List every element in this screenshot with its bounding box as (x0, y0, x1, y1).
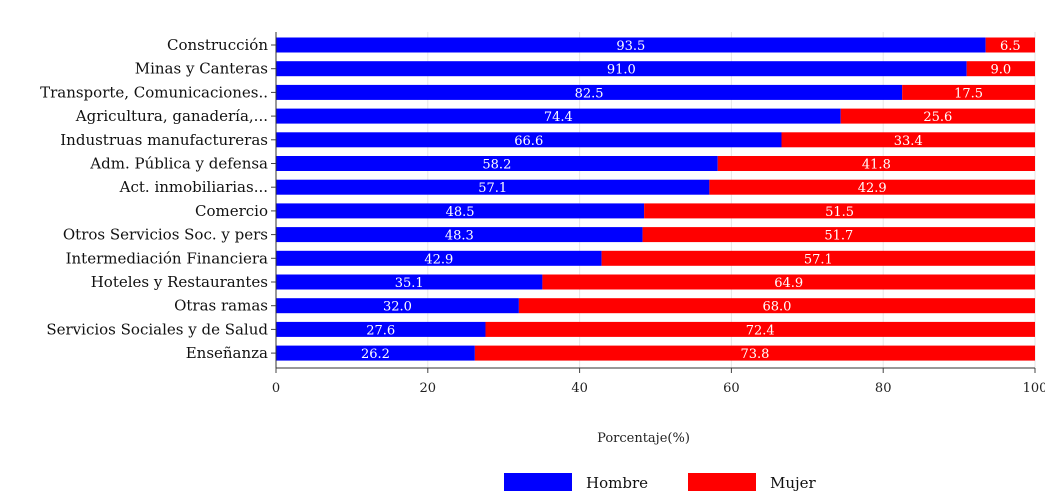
bar-segment-hombre (276, 132, 782, 148)
bar-segment-mujer (966, 61, 1035, 77)
data-label-mujer: 33.4 (894, 134, 923, 149)
bar-segment-hombre (276, 250, 602, 266)
legend-label-mujer: Mujer (770, 474, 817, 492)
bar-segment-hombre (276, 227, 643, 243)
category-label: Servicios Sociales y de Salud (46, 320, 268, 338)
data-label-hombre: 48.5 (446, 205, 475, 220)
data-label-mujer: 9.0 (991, 63, 1012, 78)
legend-swatch-mujer (688, 473, 756, 491)
bar-segment-mujer (518, 298, 1035, 314)
bar-segment-mujer (485, 321, 1035, 337)
data-label-hombre: 48.3 (445, 229, 474, 244)
bar-segment-hombre (276, 156, 718, 171)
data-label-hombre: 74.4 (544, 110, 573, 125)
x-tick-label: 60 (723, 381, 740, 396)
axes-layer: 0 20 40 60 80 100 (271, 32, 1045, 396)
data-label-hombre: 57.1 (478, 181, 507, 196)
data-label-mujer: 41.8 (862, 158, 891, 173)
category-label: Enseñanza (186, 344, 268, 362)
category-label: Otras ramas (174, 297, 268, 315)
x-tick-label: 20 (420, 381, 437, 396)
data-label-mujer: 73.8 (740, 347, 769, 362)
bar-segment-mujer (902, 84, 1035, 100)
bar-segment-mujer (985, 37, 1035, 53)
bar-segment-mujer (840, 108, 1035, 124)
legend-label-hombre: Hombre (586, 474, 648, 492)
category-label: Adm. Pública y defensa (89, 155, 268, 173)
bar-segment-hombre (276, 84, 903, 100)
bar-segment-hombre (276, 37, 986, 53)
x-tick-label: 0 (272, 381, 280, 396)
data-label-hombre: 32.0 (383, 300, 412, 315)
bar-segment-hombre (276, 108, 841, 124)
bar-segment-mujer (644, 203, 1035, 219)
data-label-hombre: 58.2 (482, 158, 511, 173)
grid-layer (427, 32, 1036, 368)
labels-layer: Construcción 93.5 6.5 Minas y Canteras 91.0 9… (40, 36, 1021, 362)
data-label-hombre: 35.1 (395, 276, 424, 291)
bars-layer (276, 37, 1035, 361)
bar-segment-mujer (781, 132, 1035, 148)
bar-segment-hombre (276, 321, 486, 337)
x-tick-label: 40 (571, 381, 588, 396)
x-tick-label: 80 (875, 381, 892, 396)
data-label-hombre: 82.5 (575, 86, 604, 101)
data-label-mujer: 57.1 (804, 252, 833, 267)
data-label-mujer: 68.0 (762, 300, 791, 315)
data-label-hombre: 26.2 (361, 347, 390, 362)
bar-segment-hombre (276, 345, 475, 361)
data-label-hombre: 93.5 (616, 39, 645, 54)
category-label: Intermediación Financiera (66, 249, 268, 267)
bar-segment-mujer (542, 274, 1035, 290)
bar-segment-mujer (709, 179, 1035, 195)
bar-segment-hombre (276, 179, 710, 195)
legend-swatch-hombre (504, 473, 572, 491)
data-label-hombre: 91.0 (607, 63, 636, 78)
data-label-mujer: 72.4 (746, 323, 775, 338)
data-label-mujer: 17.5 (954, 86, 983, 101)
category-label: Industruas manufactureras (60, 131, 268, 149)
data-label-mujer: 25.6 (923, 110, 952, 125)
data-label-mujer: 51.5 (825, 205, 854, 220)
category-label: Agricultura, ganadería,... (75, 107, 268, 125)
bar-segment-hombre (276, 203, 645, 219)
data-label-mujer: 51.7 (824, 229, 853, 244)
data-label-hombre: 27.6 (366, 323, 395, 338)
legend: Hombre Mujer (504, 473, 817, 492)
data-label-mujer: 64.9 (774, 276, 803, 291)
bar-segment-hombre (276, 274, 543, 290)
x-tick-label: 100 (1023, 381, 1045, 396)
bar-segment-hombre (276, 298, 519, 314)
bar-segment-mujer (717, 156, 1035, 171)
category-label: Hoteles y Restaurantes (91, 273, 268, 291)
bar-segment-mujer (601, 250, 1035, 266)
category-label: Construcción (167, 36, 268, 54)
category-label: Transporte, Comunicaciones.. (40, 83, 268, 101)
category-label: Otros Servicios Soc. y pers (63, 226, 268, 244)
data-label-hombre: 42.9 (424, 252, 453, 267)
bar-segment-mujer (474, 345, 1035, 361)
category-label: Minas y Canteras (135, 60, 268, 78)
data-label-mujer: 42.9 (858, 181, 887, 196)
bar-segment-mujer (642, 227, 1035, 243)
category-label: Act. inmobiliarias... (119, 178, 268, 196)
x-axis-title: Porcentaje(%) (597, 431, 690, 446)
data-label-mujer: 6.5 (1000, 39, 1021, 54)
bar-segment-hombre (276, 61, 967, 77)
category-label: Comercio (195, 202, 268, 220)
data-label-hombre: 66.6 (514, 134, 543, 149)
